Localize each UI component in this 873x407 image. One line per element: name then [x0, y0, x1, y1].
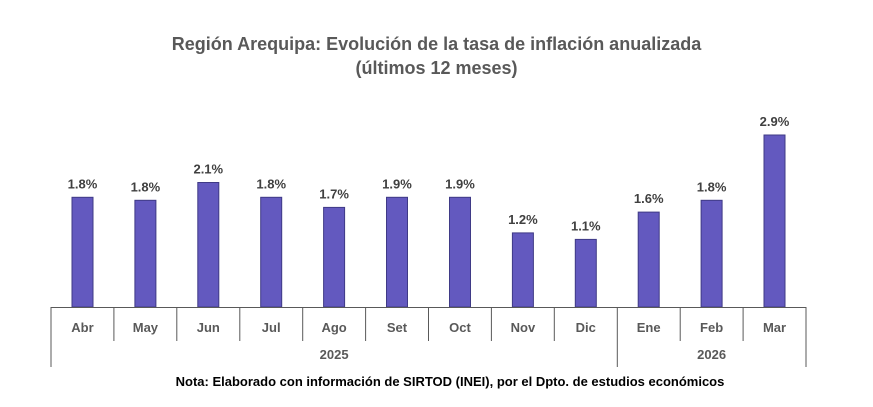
data-label: 1.9%: [382, 176, 412, 191]
source-note: Nota: Elaborado con información de SIRTO…: [175, 374, 725, 389]
chart-subtitle: (últimos 12 meses): [355, 58, 518, 78]
data-label: 1.8%: [256, 176, 286, 191]
data-label: 1.2%: [508, 212, 538, 227]
chart-title: Región Arequipa: Evolución de la tasa de…: [171, 34, 702, 54]
bar-may: [134, 199, 157, 308]
x-tick-label: Nov: [511, 320, 536, 335]
x-tick-label: Jul: [262, 320, 281, 335]
x-tick-label: Ene: [637, 320, 661, 335]
x-tick-label: Mar: [763, 320, 786, 335]
bar-mar: [763, 134, 786, 308]
data-label: 1.6%: [634, 191, 664, 206]
x-tick-label: Feb: [700, 320, 723, 335]
x-tick-label: Ago: [321, 320, 346, 335]
bar-ago: [323, 206, 346, 308]
year-group-label: 2026: [697, 347, 726, 362]
data-label: 1.1%: [571, 218, 601, 233]
x-tick-label: May: [133, 320, 159, 335]
bar-nov: [511, 232, 534, 308]
data-label: 1.9%: [445, 176, 475, 191]
x-tick-label: Set: [387, 320, 408, 335]
bar-set: [386, 196, 408, 308]
data-label: 1.8%: [68, 176, 98, 191]
bar-oct: [449, 196, 471, 308]
bar-abr: [71, 196, 94, 308]
year-group-label: 2025: [320, 347, 349, 362]
data-label: 2.1%: [193, 162, 223, 177]
data-label: 1.8%: [697, 179, 727, 194]
data-label: 1.7%: [319, 186, 349, 201]
x-tick-label: Dic: [576, 320, 596, 335]
bar-feb: [700, 199, 723, 308]
bar-jun: [197, 182, 220, 308]
x-tick-label: Jun: [197, 320, 220, 335]
data-label: 2.9%: [760, 114, 790, 129]
bar-dic: [574, 238, 597, 308]
bar-ene: [637, 211, 660, 308]
x-tick-label: Abr: [71, 320, 93, 335]
x-tick-label: Oct: [449, 320, 471, 335]
bar-jul: [260, 196, 283, 308]
data-label: 1.8%: [131, 179, 161, 194]
